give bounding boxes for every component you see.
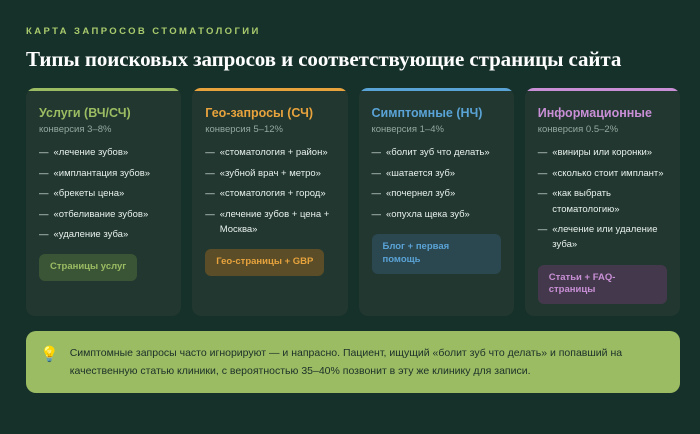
list-item: — «лечение или удаление зуба» [538, 222, 667, 253]
callout-text: Симптомные запросы часто игнорируют — и … [69, 347, 623, 378]
list-item: — «лечение зубов» [39, 145, 168, 160]
query-text: «опухла щека зуб» [386, 208, 470, 220]
dash-marker: — [205, 167, 215, 179]
list-item: — «лечение зубов + цена + Москва» [205, 207, 334, 238]
card-conversion: конверсия 3–8% [39, 124, 112, 135]
card-services[interactable]: Услуги (ВЧ/СЧ) конверсия 3–8% — «лечение… [26, 88, 182, 316]
card-geo[interactable]: Гео-запросы (СЧ) конверсия 5–12% — «стом… [192, 88, 348, 316]
dash-marker: — [537, 223, 548, 235]
query-text: «удаление зуба» [53, 228, 129, 240]
query-text: «шатается зуб» [386, 167, 456, 179]
query-text: «лечение зубов + цена + Москва» [219, 208, 330, 235]
list-item: — «сколько стоит имплант» [538, 166, 667, 181]
dash-marker: — [205, 208, 215, 220]
list-item: — «опухла щека зуб» [372, 207, 501, 222]
dash-marker: — [39, 188, 49, 200]
card-target-pill: Блог + первая помощь [371, 233, 501, 274]
card-query-list: — «лечение зубов» — «имплантация зубов» … [39, 145, 168, 247]
card-target-pill: Гео-страницы + GBP [205, 249, 325, 277]
list-item: — «стоматология + район» [205, 145, 334, 160]
card-informational[interactable]: Информационные конверсия 0.5–2% — «винир… [524, 88, 680, 316]
card-target-pill: Страницы услуг [39, 254, 138, 282]
query-text: «лечение зубов» [53, 147, 129, 159]
query-text: «лечение или удаление зуба» [552, 223, 658, 251]
card-query-list: — «стоматология + район» — «зубной врач … [205, 145, 334, 242]
list-item: — «стоматология + город» [205, 186, 334, 201]
card-title: Информационные [537, 106, 652, 120]
dash-marker: — [537, 147, 548, 159]
query-text: «стоматология + город» [219, 188, 326, 200]
list-item: — «болит зуб что делать» [372, 145, 501, 160]
dash-marker: — [371, 208, 382, 220]
query-text: «болит зуб что делать» [386, 147, 490, 159]
list-item: — «как выбрать стоматологию» [538, 186, 667, 217]
query-type-cards: Услуги (ВЧ/СЧ) конверсия 3–8% — «лечение… [26, 88, 680, 316]
card-query-list: — «болит зуб что делать» — «шатается зуб… [372, 145, 501, 227]
query-text: «отбеливание зубов» [53, 208, 149, 220]
query-text: «почернел зуб» [386, 188, 456, 200]
card-title: Услуги (ВЧ/СЧ) [39, 106, 131, 120]
query-text: «брекеты цена» [53, 188, 125, 200]
dash-marker: — [39, 167, 49, 179]
query-text: «имплантация зубов» [53, 167, 151, 179]
dash-marker: — [537, 167, 548, 179]
list-item: — «зубной врач + метро» [205, 166, 334, 181]
insight-callout: 💡 Симптомные запросы часто игнорируют — … [26, 331, 680, 394]
query-text: «стоматология + район» [219, 147, 328, 159]
query-text: «виниры или коронки» [552, 147, 653, 159]
list-item: — «брекеты цена» [39, 186, 168, 201]
dash-marker: — [371, 188, 382, 200]
dash-marker: — [205, 188, 215, 200]
page-title: Типы поисковых запросов и соответствующи… [26, 47, 622, 71]
list-item: — «имплантация зубов» [39, 166, 168, 181]
card-target-pill: Статьи + FAQ-страницы [537, 264, 667, 305]
list-item: — «отбеливание зубов» [39, 207, 168, 222]
card-symptom[interactable]: Симптомные (НЧ) конверсия 1–4% — «болит … [358, 88, 514, 316]
query-text: «как выбрать стоматологию» [552, 188, 620, 215]
dash-marker: — [39, 147, 49, 159]
card-query-list: — «виниры или коронки» — «сколько стоит … [538, 145, 667, 257]
card-title: Симптомные (НЧ) [371, 106, 483, 120]
query-text: «сколько стоит имплант» [552, 167, 664, 179]
dash-marker: — [39, 228, 49, 240]
list-item: — «виниры или коронки» [538, 145, 667, 160]
list-item: — «почернел зуб» [372, 186, 501, 201]
eyebrow-label: КАРТА ЗАПРОСОВ СТОМАТОЛОГИИ [26, 26, 261, 37]
list-item: — «удаление зуба» [39, 227, 168, 242]
dash-marker: — [537, 188, 548, 200]
card-title: Гео-запросы (СЧ) [205, 106, 314, 120]
dash-marker: — [371, 147, 382, 159]
query-text: «зубной врач + метро» [219, 167, 321, 179]
card-conversion: конверсия 5–12% [205, 124, 283, 135]
dash-marker: — [39, 208, 49, 220]
card-conversion: конверсия 1–4% [371, 124, 444, 135]
list-item: — «шатается зуб» [372, 166, 501, 181]
lightbulb-icon: 💡 [40, 346, 59, 363]
dash-marker: — [371, 167, 382, 179]
card-conversion: конверсия 0.5–2% [537, 124, 619, 135]
dash-marker: — [205, 147, 215, 159]
